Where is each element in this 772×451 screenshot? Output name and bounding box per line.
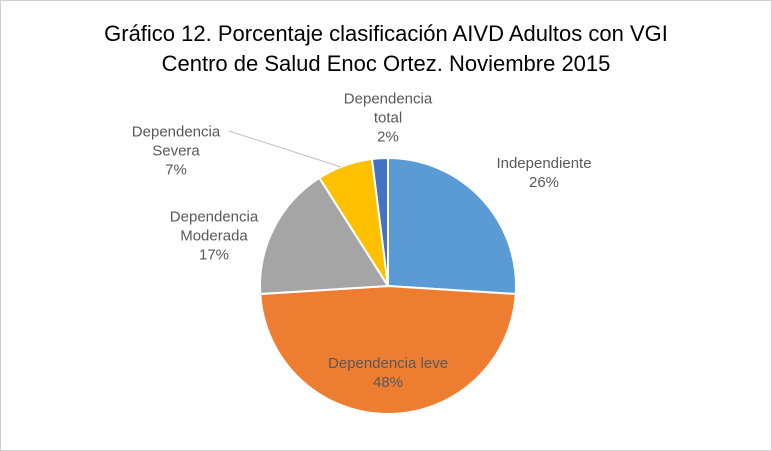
- value-label: 2%: [377, 128, 399, 146]
- pie-slice: [387, 156, 517, 296]
- pie-slice: [259, 284, 517, 415]
- leader-line: [228, 130, 342, 168]
- category-label: Dependencia leve: [327, 355, 449, 372]
- data-label: Dependencia Severa 7%: [121, 123, 231, 180]
- value-label: 26%: [528, 174, 560, 191]
- value-label: 7%: [165, 161, 187, 179]
- value-label: 17%: [198, 246, 230, 264]
- data-label: Dependencia Moderada 17%: [159, 208, 269, 265]
- category-label: Dependencia Severa: [131, 123, 221, 160]
- pie-slice: [370, 156, 389, 287]
- category-label: Dependencia Moderada: [169, 208, 259, 245]
- data-label: Independiente 26%: [474, 154, 614, 192]
- pie-slice: [259, 176, 390, 296]
- category-label: Independiente: [496, 155, 592, 172]
- data-label: Dependencia leve 48%: [308, 354, 468, 392]
- chart-title: Gráfico 12. Porcentaje clasificación AIV…: [104, 21, 668, 76]
- category-label: Dependencia total: [343, 90, 433, 127]
- data-label: Dependencia total 2%: [333, 90, 443, 147]
- value-label: 48%: [372, 374, 404, 391]
